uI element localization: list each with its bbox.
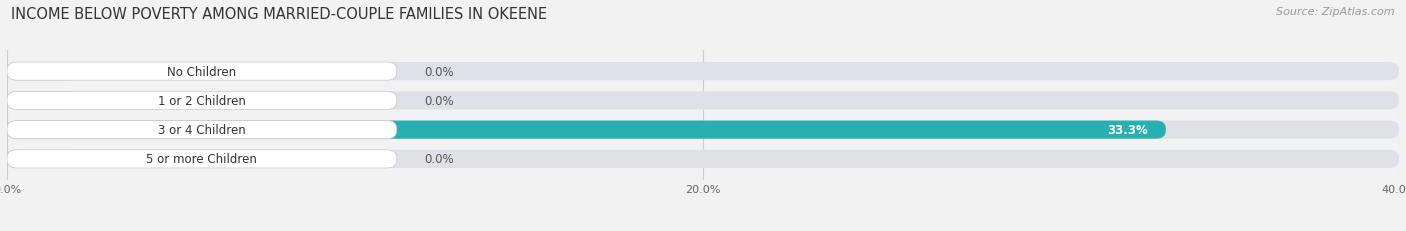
FancyBboxPatch shape: [7, 92, 77, 110]
FancyBboxPatch shape: [7, 92, 1399, 110]
FancyBboxPatch shape: [7, 63, 1399, 81]
Text: 5 or more Children: 5 or more Children: [146, 153, 257, 166]
FancyBboxPatch shape: [7, 121, 1166, 139]
Text: No Children: No Children: [167, 65, 236, 78]
Text: 0.0%: 0.0%: [425, 153, 454, 166]
Text: Source: ZipAtlas.com: Source: ZipAtlas.com: [1277, 7, 1395, 17]
Text: 33.3%: 33.3%: [1108, 124, 1149, 137]
FancyBboxPatch shape: [7, 121, 396, 139]
Text: 0.0%: 0.0%: [425, 94, 454, 107]
FancyBboxPatch shape: [7, 92, 396, 110]
Text: 1 or 2 Children: 1 or 2 Children: [157, 94, 246, 107]
FancyBboxPatch shape: [7, 150, 396, 168]
FancyBboxPatch shape: [7, 63, 77, 81]
Text: 3 or 4 Children: 3 or 4 Children: [157, 124, 246, 137]
Text: INCOME BELOW POVERTY AMONG MARRIED-COUPLE FAMILIES IN OKEENE: INCOME BELOW POVERTY AMONG MARRIED-COUPL…: [11, 7, 547, 22]
FancyBboxPatch shape: [7, 150, 1399, 168]
FancyBboxPatch shape: [7, 63, 396, 81]
Text: 0.0%: 0.0%: [425, 65, 454, 78]
FancyBboxPatch shape: [7, 150, 77, 168]
FancyBboxPatch shape: [7, 121, 1399, 139]
